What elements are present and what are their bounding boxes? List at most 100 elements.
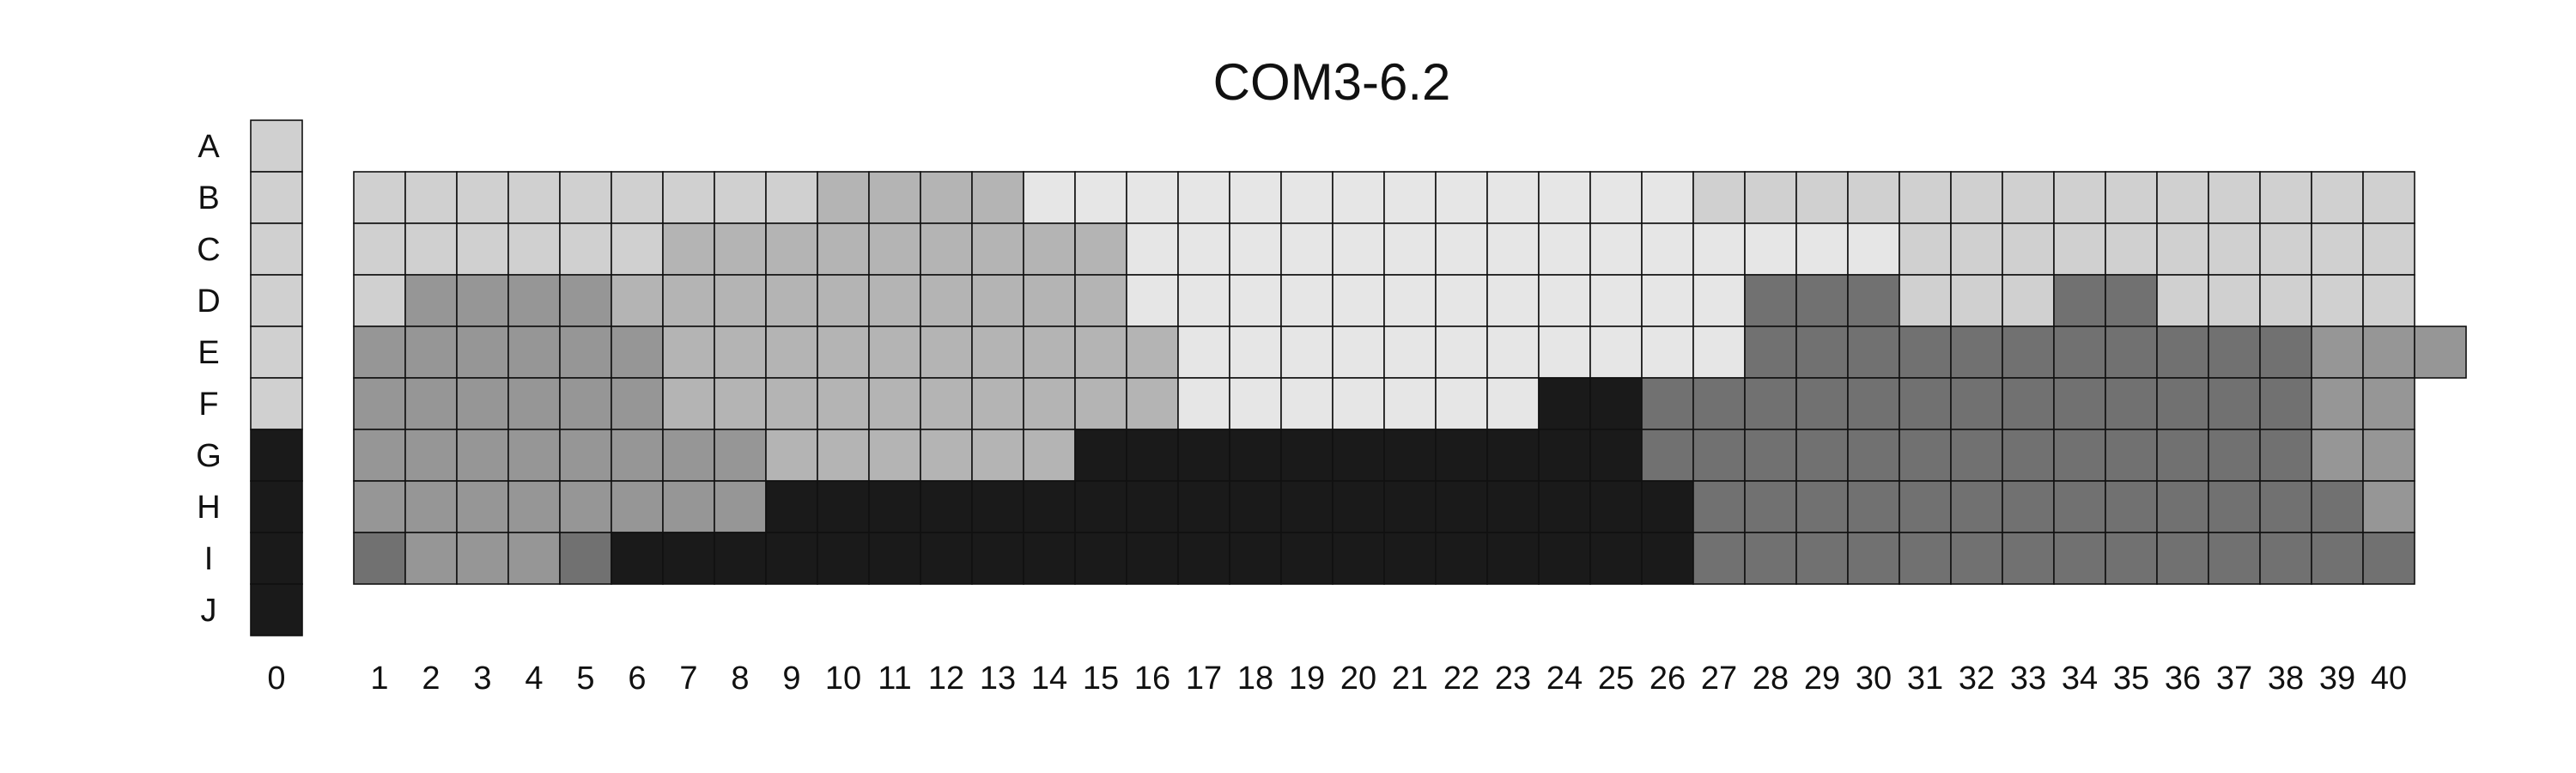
- heatmap-cell: [1177, 377, 1230, 430]
- heatmap-cell: [559, 377, 612, 430]
- heatmap-cell: [1177, 532, 1230, 585]
- heatmap-cell: [1074, 377, 1127, 430]
- heatmap-cell: [1847, 429, 1900, 482]
- heatmap-cell: [1899, 274, 1952, 327]
- heatmap-cell: [456, 326, 509, 379]
- heatmap-cell: [1126, 274, 1179, 327]
- heatmap-cell: [1538, 222, 1591, 276]
- heatmap-cell: [1847, 171, 1900, 224]
- column-label: 29: [1804, 660, 1840, 697]
- heatmap-cell: [2156, 274, 2209, 327]
- heatmap-cell: [1950, 171, 2003, 224]
- column-label: 21: [1392, 660, 1428, 697]
- heatmap-cell: [2259, 377, 2312, 430]
- heatmap-cell: [559, 222, 612, 276]
- heatmap-cell: [456, 480, 509, 533]
- heatmap-cell: [2002, 171, 2055, 224]
- heatmap-cell: [817, 429, 870, 482]
- heatmap-cell: [1126, 222, 1179, 276]
- heatmap-cell: [1435, 326, 1488, 379]
- heatmap-cell: [765, 222, 818, 276]
- heatmap-cell: [971, 480, 1024, 533]
- heatmap-cell: [1229, 377, 1282, 430]
- heatmap-cell: [2362, 480, 2415, 533]
- heatmap-cell: [1538, 171, 1591, 224]
- heatmap-cell: [1486, 274, 1540, 327]
- heatmap-cell: [714, 326, 767, 379]
- heatmap-cell: [817, 274, 870, 327]
- heatmap-cell: [2311, 274, 2364, 327]
- heatmap-cell: [611, 429, 664, 482]
- column-label: 7: [679, 660, 697, 697]
- row-label: I: [204, 541, 214, 577]
- column-label: 31: [1907, 660, 1943, 697]
- heatmap-cell: [1023, 532, 1076, 585]
- heatmap-cell: [971, 222, 1024, 276]
- heatmap-cell: [1589, 377, 1643, 430]
- heatmap-cell: [1126, 171, 1179, 224]
- heatmap-cell: [1538, 326, 1591, 379]
- heatmap-cell: [1229, 532, 1282, 585]
- column-label: 40: [2371, 660, 2407, 697]
- heatmap-cell: [1280, 274, 1334, 327]
- heatmap-cell: [507, 377, 561, 430]
- heatmap-cell: [1332, 171, 1385, 224]
- heatmap-cell: [2259, 429, 2312, 482]
- heatmap-cell: [2105, 377, 2158, 430]
- heatmap-cell: [2311, 429, 2364, 482]
- heatmap-cell: [1847, 222, 1900, 276]
- heatmap-cell: [1950, 532, 2003, 585]
- heatmap-cell: [404, 429, 458, 482]
- column-label: 28: [1753, 660, 1789, 697]
- column-label: 6: [628, 660, 646, 697]
- heatmap-cell: [2105, 480, 2158, 533]
- heatmap-cell: [2053, 274, 2106, 327]
- heatmap-cell: [662, 480, 715, 533]
- heatmap-cell: [714, 274, 767, 327]
- heatmap-cell: [2259, 480, 2312, 533]
- heatmap-cell: [868, 532, 921, 585]
- heatmap-cell: [868, 326, 921, 379]
- heatmap-cell: [920, 222, 973, 276]
- heatmap-cell: [507, 274, 561, 327]
- heatmap-cell: [1229, 326, 1282, 379]
- column-label: 16: [1134, 660, 1170, 697]
- heatmap-cell: [1692, 222, 1746, 276]
- heatmap-cell: [1692, 171, 1746, 224]
- heatmap-cell: [971, 274, 1024, 327]
- heatmap-cell: [1383, 326, 1437, 379]
- heatmap-cell: [1383, 429, 1437, 482]
- heatmap-cell: [1950, 480, 2003, 533]
- column-label: 35: [2113, 660, 2149, 697]
- heatmap-cell: [1383, 274, 1437, 327]
- heatmap-cell: [611, 532, 664, 585]
- heatmap-cell: [404, 377, 458, 430]
- column-label: 25: [1598, 660, 1634, 697]
- row-label: E: [197, 335, 219, 371]
- heatmap-cell: [2105, 222, 2158, 276]
- heatmap-cell: [404, 480, 458, 533]
- heatmap-cell: [250, 274, 303, 327]
- heatmap-cell: [2156, 222, 2209, 276]
- heatmap-cell: [1383, 532, 1437, 585]
- heatmap-cell: [611, 377, 664, 430]
- column-label: 10: [825, 660, 861, 697]
- heatmap-cell: [1744, 532, 1797, 585]
- heatmap-cell: [2362, 532, 2415, 585]
- heatmap-cell: [2105, 532, 2158, 585]
- heatmap-cell: [404, 171, 458, 224]
- heatmap-cell: [2053, 532, 2106, 585]
- heatmap-cell: [1229, 222, 1282, 276]
- heatmap-cell: [1744, 326, 1797, 379]
- heatmap-cell: [920, 274, 973, 327]
- column-label: 17: [1186, 660, 1222, 697]
- heatmap-cell: [765, 326, 818, 379]
- heatmap-cell: [1435, 222, 1488, 276]
- heatmap-cell: [2002, 532, 2055, 585]
- heatmap-cell: [1847, 480, 1900, 533]
- heatmap-cell: [1126, 429, 1179, 482]
- heatmap-cell: [1332, 480, 1385, 533]
- heatmap-cell: [2053, 480, 2106, 533]
- heatmap-cell: [1847, 274, 1900, 327]
- heatmap-cell: [1692, 429, 1746, 482]
